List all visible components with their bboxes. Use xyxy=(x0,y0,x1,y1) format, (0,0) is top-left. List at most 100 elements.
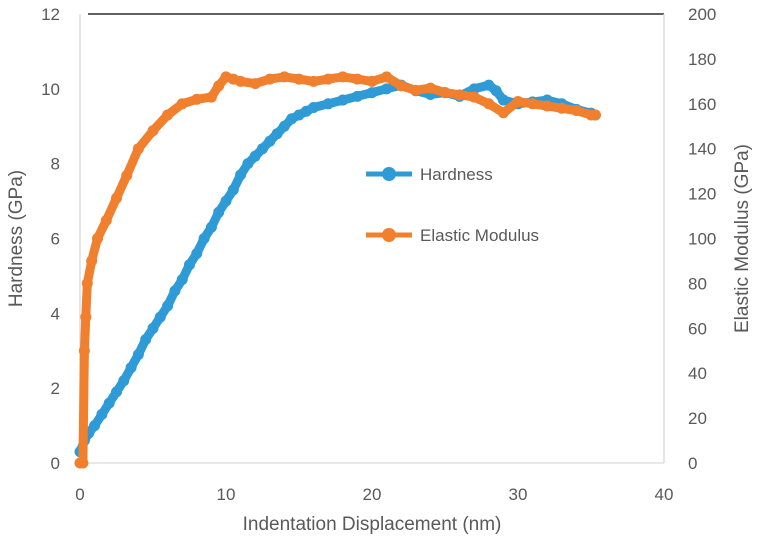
data-point-elastic-modulus xyxy=(78,345,90,357)
data-point-hardness xyxy=(147,322,159,334)
data-point-elastic-modulus xyxy=(395,80,407,92)
data-point-elastic-modulus xyxy=(278,71,290,83)
left-y-tick-label: 4 xyxy=(51,304,60,323)
legend-swatch-marker-hardness xyxy=(382,167,396,181)
right-y-tick-label: 80 xyxy=(688,274,707,293)
data-point-elastic-modulus xyxy=(100,215,112,227)
data-point-elastic-modulus xyxy=(205,91,217,103)
data-point-hardness xyxy=(103,397,115,409)
left-y-tick-label: 0 xyxy=(51,454,60,473)
data-point-elastic-modulus xyxy=(351,73,363,85)
data-point-hardness xyxy=(351,90,363,102)
x-axis-title: Indentation Displacement (nm) xyxy=(243,514,502,535)
data-point-hardness xyxy=(89,420,101,432)
data-point-elastic-modulus xyxy=(527,98,539,110)
data-point-elastic-modulus xyxy=(86,255,98,267)
right-y-tick-label: 0 xyxy=(688,454,697,473)
right-y-axis-title: Elastic Modulus (GPa) xyxy=(732,144,753,333)
data-point-hardness xyxy=(308,102,320,114)
data-point-elastic-modulus xyxy=(81,277,93,289)
data-point-hardness xyxy=(191,247,203,259)
data-point-elastic-modulus xyxy=(264,73,276,85)
legend-label-hardness: Hardness xyxy=(420,165,493,184)
data-point-hardness xyxy=(235,169,247,181)
data-point-hardness xyxy=(162,300,174,312)
data-point-hardness xyxy=(264,135,276,147)
data-point-hardness xyxy=(490,85,502,97)
data-point-hardness xyxy=(337,94,349,106)
data-point-hardness xyxy=(205,221,217,233)
x-tick-label: 20 xyxy=(363,485,382,504)
data-point-elastic-modulus xyxy=(589,109,601,121)
right-y-tick-label: 20 xyxy=(688,409,707,428)
data-point-hardness xyxy=(96,408,108,420)
data-point-elastic-modulus xyxy=(176,98,188,110)
data-point-elastic-modulus xyxy=(80,311,92,323)
data-point-hardness xyxy=(125,362,137,374)
data-point-hardness xyxy=(111,386,122,398)
data-point-hardness xyxy=(169,285,181,297)
data-point-elastic-modulus xyxy=(570,105,582,117)
right-y-tick-label: 40 xyxy=(688,364,707,383)
data-point-elastic-modulus xyxy=(77,457,89,469)
left-y-tick-label: 2 xyxy=(51,379,60,398)
data-point-hardness xyxy=(132,348,144,360)
series-line-hardness xyxy=(75,80,600,457)
x-tick-label: 10 xyxy=(217,485,236,504)
data-point-elastic-modulus xyxy=(308,75,320,87)
data-point-elastic-modulus xyxy=(121,170,133,182)
series-line-elastic-modulus xyxy=(75,72,600,468)
data-point-elastic-modulus xyxy=(512,96,524,108)
data-point-hardness xyxy=(271,128,283,140)
data-point-elastic-modulus xyxy=(132,143,144,155)
data-point-hardness xyxy=(220,195,232,207)
right-y-tick-label: 100 xyxy=(688,230,716,249)
right-y-tick-label: 120 xyxy=(688,185,716,204)
data-point-elastic-modulus xyxy=(483,98,495,110)
left-y-tick-label: 6 xyxy=(51,230,60,249)
legend: Hardness Elastic Modulus xyxy=(366,165,539,245)
data-point-elastic-modulus xyxy=(366,75,378,87)
right-y-tick-label: 200 xyxy=(688,5,716,24)
x-tick-label: 40 xyxy=(655,485,674,504)
data-point-hardness xyxy=(198,233,210,244)
data-point-hardness xyxy=(154,311,166,323)
data-point-hardness xyxy=(140,334,152,346)
left-y-tick-label: 8 xyxy=(51,155,60,174)
data-point-hardness xyxy=(322,98,334,110)
data-point-hardness xyxy=(227,184,239,196)
data-point-elastic-modulus xyxy=(424,82,436,94)
right-y-tick-label: 140 xyxy=(688,140,716,159)
data-point-elastic-modulus xyxy=(249,78,261,90)
left-y-tick-label: 12 xyxy=(41,5,60,24)
data-point-elastic-modulus xyxy=(92,233,104,244)
data-point-elastic-modulus xyxy=(410,84,422,96)
data-point-hardness xyxy=(249,150,261,162)
data-point-elastic-modulus xyxy=(213,80,225,92)
tick-layer: 0 10 20 30 400246810120204060801001201401601… xyxy=(41,5,716,504)
legend-item-elastic-modulus: Elastic Modulus xyxy=(366,226,539,245)
data-point-hardness xyxy=(257,143,268,155)
data-point-elastic-modulus xyxy=(497,107,509,119)
right-y-tick-label: 60 xyxy=(688,319,707,338)
data-point-hardness xyxy=(213,206,225,218)
data-point-elastic-modulus xyxy=(191,93,203,105)
data-point-elastic-modulus xyxy=(147,125,159,137)
data-point-elastic-modulus xyxy=(556,102,568,114)
data-point-elastic-modulus xyxy=(293,73,305,85)
left-y-tick-label: 10 xyxy=(41,80,60,99)
data-point-hardness xyxy=(366,87,378,99)
x-tick-label: 0 xyxy=(75,485,84,504)
data-point-elastic-modulus xyxy=(162,109,174,121)
series-layer xyxy=(74,71,601,469)
data-point-hardness xyxy=(497,94,509,106)
legend-swatch-marker-elastic-modulus xyxy=(382,228,396,242)
data-point-hardness xyxy=(242,158,254,170)
data-point-elastic-modulus xyxy=(337,71,349,83)
x-tick-label: 30 xyxy=(509,485,528,504)
right-y-tick-label: 180 xyxy=(688,50,716,69)
data-point-elastic-modulus xyxy=(381,71,393,83)
left-y-axis-title: Hardness (GPa) xyxy=(6,170,27,307)
